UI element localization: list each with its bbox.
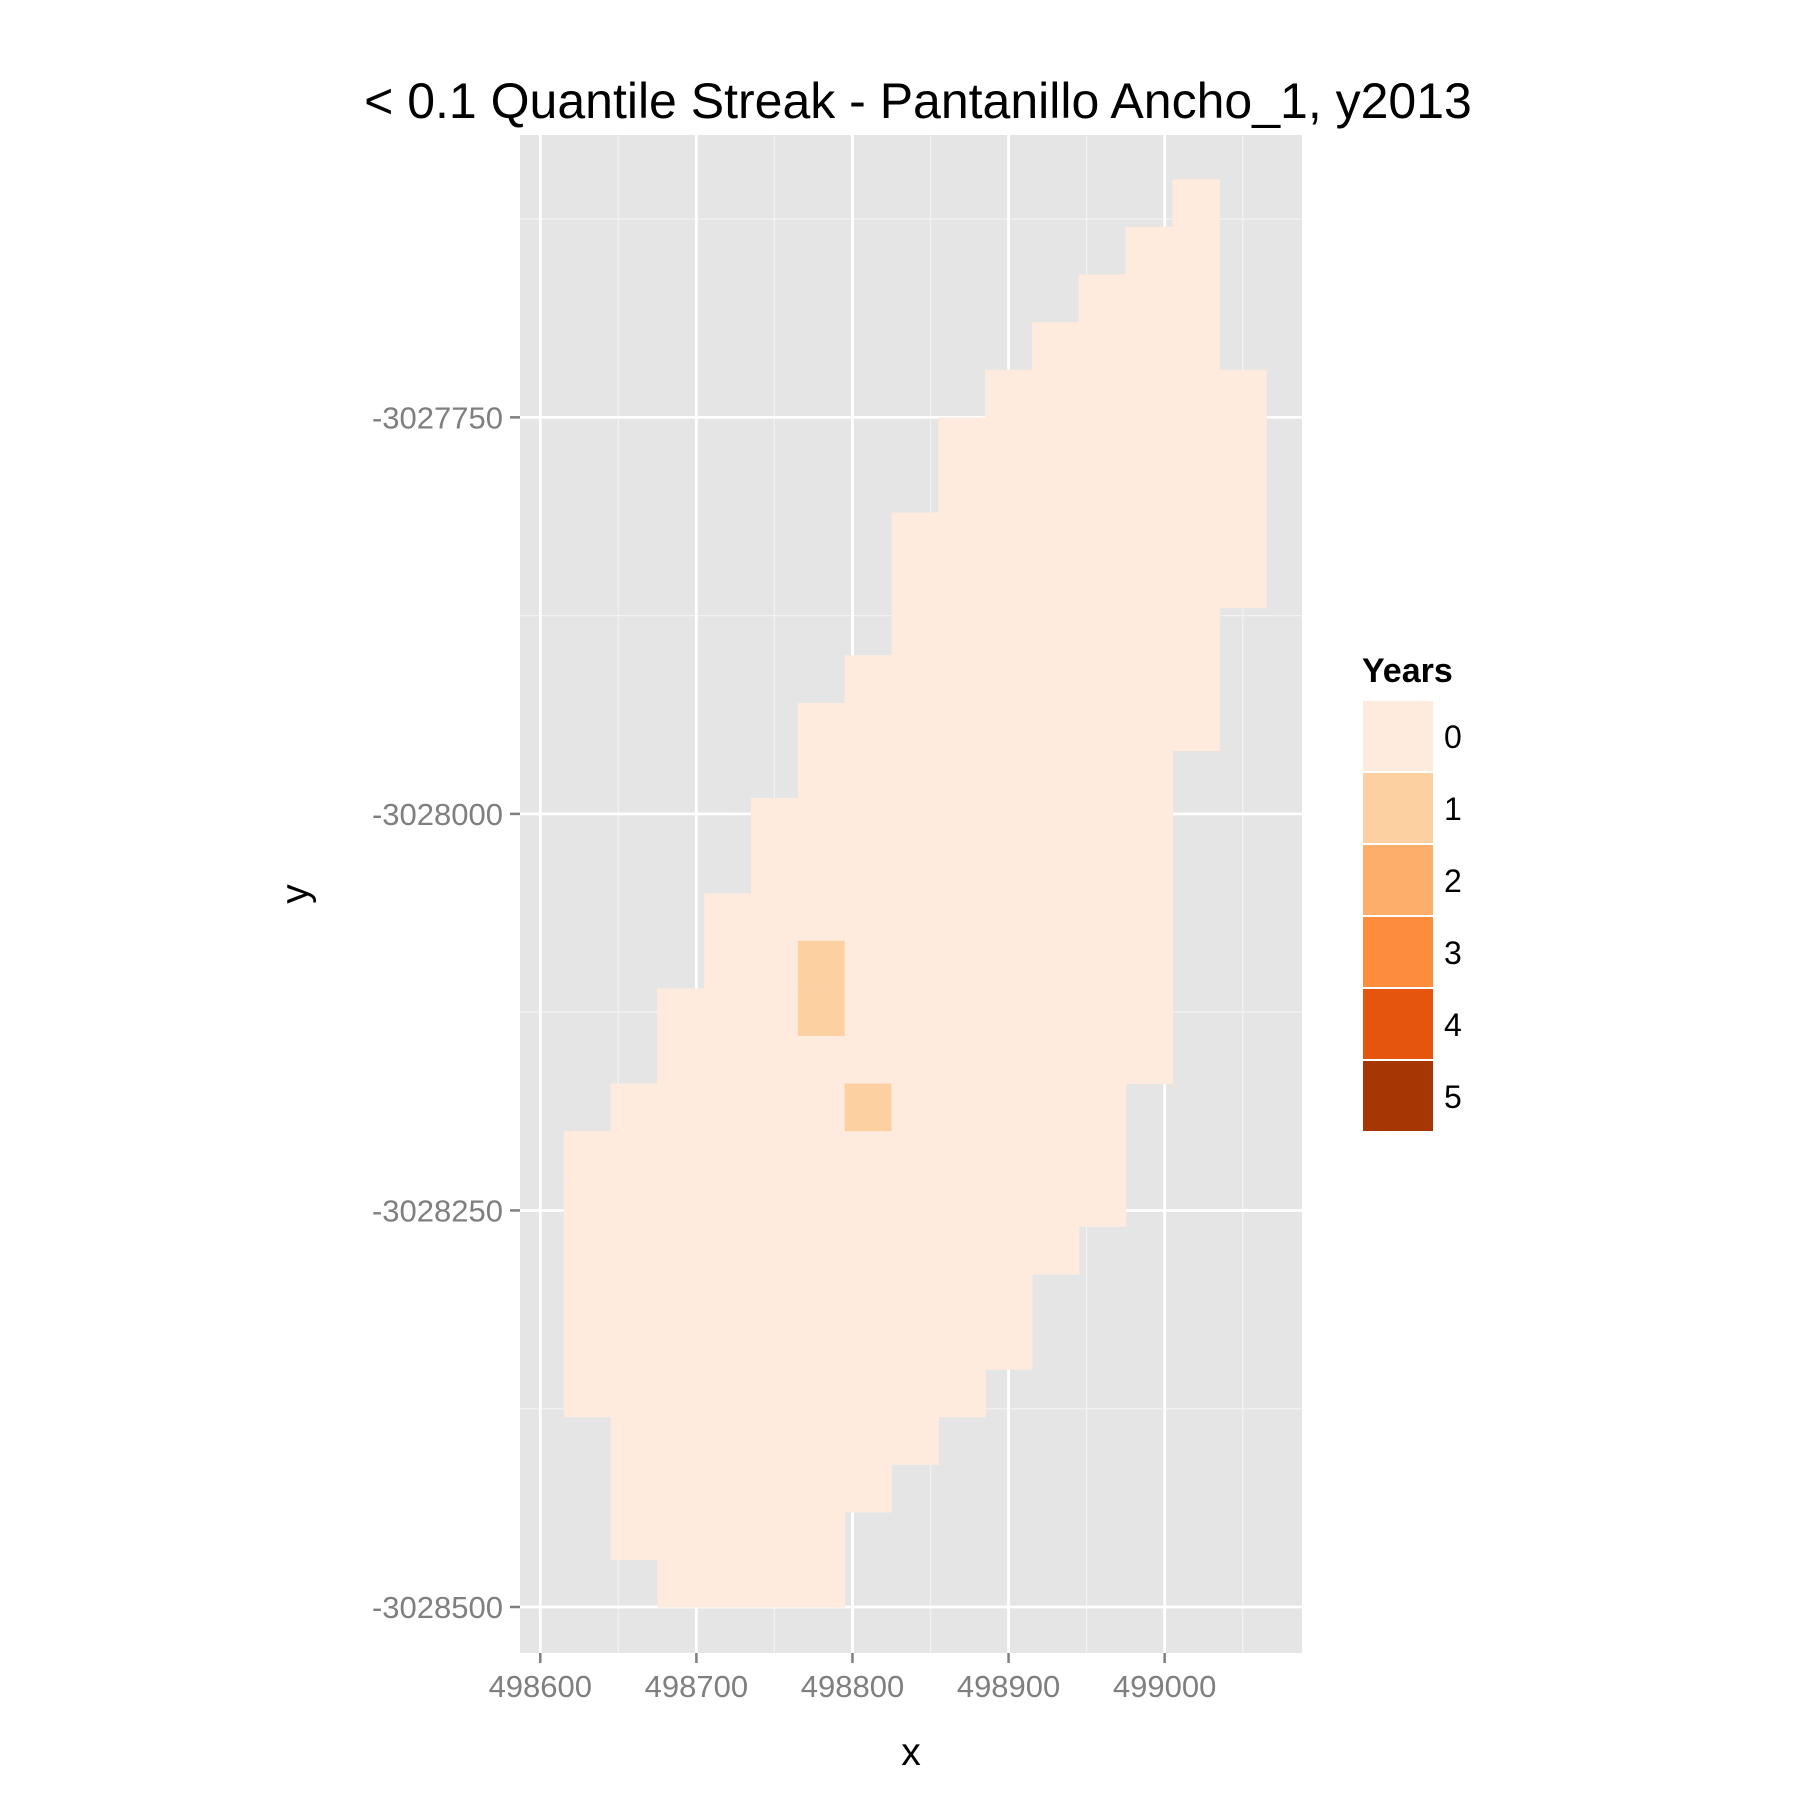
x-tick-label: 498900 [957, 1669, 1060, 1704]
heatmap-cell-row [938, 417, 1267, 466]
heatmap-cell [844, 1083, 892, 1132]
x-tick-label: 498700 [645, 1669, 748, 1704]
heatmap-cell [797, 988, 845, 1036]
heatmap-cell-row [1172, 179, 1220, 228]
legend-key-5 [1361, 1059, 1435, 1133]
legend-label-4: 4 [1444, 1007, 1462, 1043]
y-tick-label: -3027750 [372, 400, 503, 435]
heatmap-cell-row [891, 512, 1267, 561]
x-tick-label: 498600 [489, 1669, 592, 1704]
heatmap-cell-row [563, 1321, 1033, 1370]
heatmap-cell-row [1078, 274, 1220, 323]
heatmap-cell-row [844, 655, 1220, 704]
heatmap-cell-row [891, 560, 1267, 609]
legend-title: Years [1362, 652, 1453, 690]
legend-label-3: 3 [1444, 935, 1462, 971]
heatmap-cell-row [610, 1416, 939, 1465]
y-tick-label: -3028000 [372, 797, 503, 832]
heatmap-cell-row [657, 1559, 846, 1608]
legend-label-0: 0 [1444, 719, 1462, 755]
heatmap-cell-row [610, 1464, 893, 1513]
legend: Years 0 1 2 3 4 5 [1361, 652, 1462, 1133]
axes: 498600 498700 498800 498900 499000 -3028500 -3… [372, 400, 1216, 1704]
legend-key-3 [1361, 915, 1435, 989]
x-tick-label: 498800 [801, 1669, 904, 1704]
legend-key-2 [1361, 843, 1435, 917]
heatmap-cell [797, 940, 845, 989]
legend-label-2: 2 [1444, 863, 1462, 899]
legend-key-1 [1361, 771, 1435, 845]
y-tick-label: -3028500 [372, 1590, 503, 1625]
legend-label-1: 1 [1444, 791, 1462, 827]
heatmap-cell-row [704, 940, 1174, 989]
heatmap-cell-row [891, 607, 1220, 656]
chart-title: < 0.1 Quantile Streak - Pantanillo Ancho… [364, 73, 1472, 129]
heatmap-cell-row [797, 750, 1174, 799]
heatmap-cell-row [985, 369, 1267, 418]
heatmap-cell-row [657, 988, 1174, 1037]
heatmap-cell-row [1031, 322, 1220, 371]
heatmap-cell-row [751, 798, 1174, 847]
heatmap-cell-row [938, 464, 1267, 514]
heatmap-cell-row [563, 1131, 1127, 1180]
legend-key-0 [1361, 699, 1435, 773]
y-axis-title: y [274, 884, 317, 904]
heatmap-cell-row [563, 1273, 1033, 1323]
heatmap-cell-row [563, 1369, 986, 1418]
heatmap-cell-row [797, 702, 1220, 752]
heatmap-cell-row [751, 845, 1174, 894]
y-tick-label: -3028250 [372, 1193, 503, 1228]
heatmap-cell-row [657, 1035, 1174, 1085]
heatmap-cells [563, 179, 1267, 1608]
heatmap-cell-row [563, 1178, 1127, 1227]
heatmap-cell-row [563, 1226, 1080, 1275]
legend-label-5: 5 [1444, 1079, 1462, 1115]
x-tick-label: 499000 [1113, 1669, 1216, 1704]
legend-key-4 [1361, 987, 1435, 1061]
x-axis-title: x [901, 1731, 921, 1774]
heatmap-cell-row [610, 1511, 846, 1561]
heatmap-cell-row [1125, 227, 1220, 276]
heatmap-cell-row [704, 893, 1174, 942]
